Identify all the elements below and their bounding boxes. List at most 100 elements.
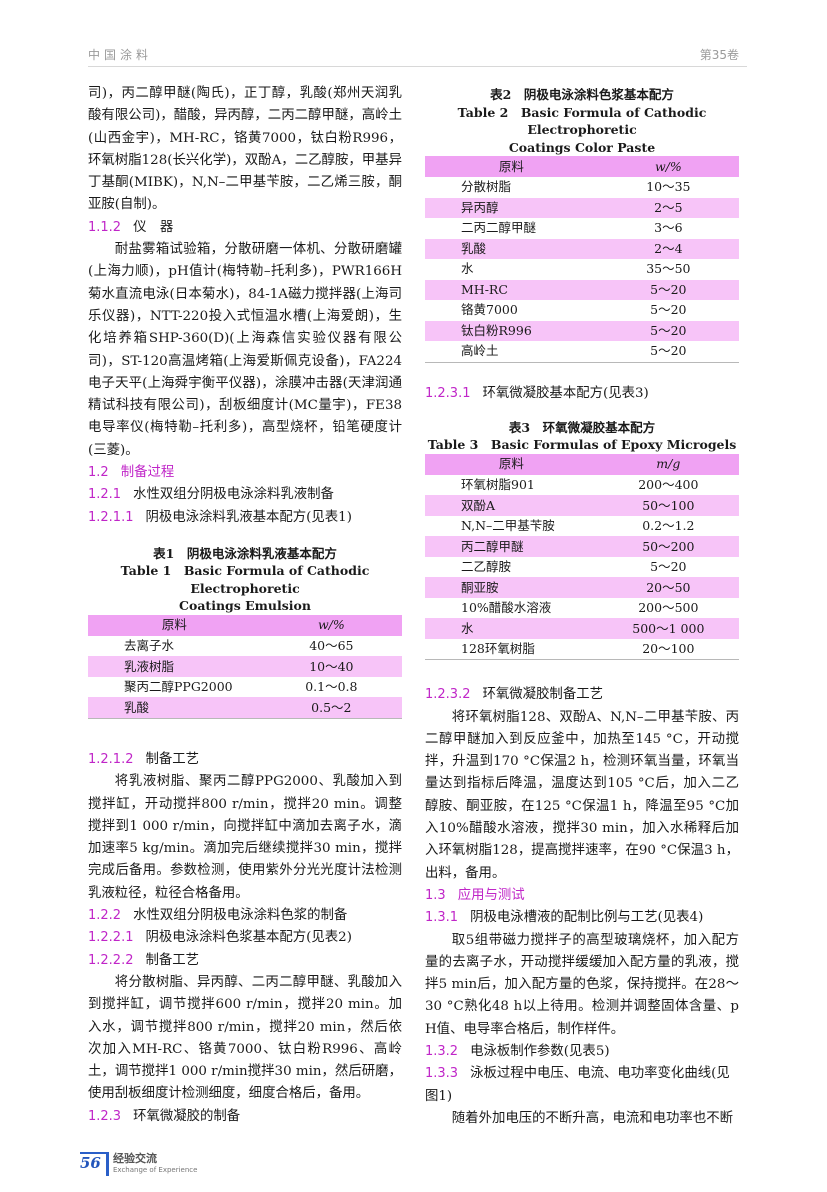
table-caption-en: Table 1 Basic Formula of Cathodic Electr… bbox=[120, 563, 370, 596]
table-row: 乳液树脂 10～40 bbox=[88, 656, 402, 677]
heading-number: 1.3.3 bbox=[425, 1066, 459, 1082]
cell: 5～20 bbox=[597, 320, 739, 341]
heading-title: 泳板过程中电压、电流、电功率变化曲线(见图1) bbox=[425, 1066, 730, 1104]
heading-1-2-1-1: 1.2.1.1 阴极电泳涂料乳液基本配方(见表1) bbox=[88, 507, 402, 529]
heading-number: 1.2.3.1 bbox=[425, 385, 471, 401]
cell: 2～4 bbox=[597, 238, 739, 259]
cell: 10～35 bbox=[646, 179, 691, 195]
cell: 水 bbox=[425, 618, 598, 639]
cell: 乳酸 bbox=[88, 697, 261, 719]
cell: 去离子水 bbox=[124, 638, 175, 654]
column-header: w/% bbox=[260, 614, 402, 636]
table-row: 水 35～50 bbox=[425, 259, 739, 280]
cell: 酮亚胺 bbox=[425, 577, 598, 598]
column-header: m/g bbox=[597, 453, 739, 475]
section-label-en: Exchange of Experience bbox=[113, 1166, 198, 1175]
paragraph-paste-process: 将分散树脂、异丙醇、二丙二醇甲醚、乳酸加入到搅拌缸，调节搅拌600 r/min，… bbox=[88, 974, 402, 1102]
heading-title: 环氧微凝胶基本配方(见表3) bbox=[482, 385, 649, 401]
heading-1-2-2-1: 1.2.2.1 阴极电泳涂料色浆基本配方(见表2) bbox=[88, 927, 402, 949]
cell: 0.1～0.8 bbox=[305, 679, 358, 695]
header-divider bbox=[88, 66, 747, 67]
column-header: w/% bbox=[597, 156, 739, 177]
cell: 5～20 bbox=[650, 302, 687, 318]
cell: 128环氧树脂 bbox=[461, 641, 535, 657]
cell: 分散树脂 bbox=[461, 179, 512, 195]
table-caption-zh: 表1 阴极电泳涂料乳液基本配方 bbox=[153, 545, 337, 561]
table-caption-en: Table 2 Basic Formula of Cathodic Electr… bbox=[457, 104, 707, 138]
table-row: 丙二醇甲醚 50～200 bbox=[425, 536, 739, 557]
cell: 200～500 bbox=[638, 600, 699, 616]
heading-1-2-2-2: 1.2.2.2 制备工艺 bbox=[88, 950, 402, 972]
heading-number: 1.2.2.2 bbox=[88, 952, 134, 968]
heading-number: 1.1.2 bbox=[88, 219, 122, 235]
table-2-grid: 原料 w/% 分散树脂 10～35 异丙醇 2～5 二丙二醇甲醚 3～6 乳酸 2～4 水 35～5… bbox=[425, 156, 739, 363]
heading-1-3-3: 1.3.3 泳板过程中电压、电流、电功率变化曲线(见图1) bbox=[425, 1063, 739, 1108]
cell: 50～100 bbox=[597, 495, 739, 516]
cell: 二丙二醇甲醚 bbox=[461, 220, 537, 236]
table-row: 分散树脂 10～35 bbox=[425, 177, 739, 198]
heading-number: 1.2 bbox=[88, 465, 109, 481]
column-header: 原料 bbox=[88, 614, 261, 636]
heading-number: 1.2.3 bbox=[88, 1108, 122, 1124]
table-caption-en-cont: Coatings Color Paste bbox=[508, 139, 656, 155]
cell: 2～5 bbox=[597, 197, 739, 218]
table-row: MH-RC 5～20 bbox=[425, 279, 739, 300]
table-row: 异丙醇 2～5 bbox=[425, 197, 739, 218]
column-header: 原料 bbox=[425, 156, 598, 177]
cell: 50～200 bbox=[597, 536, 739, 557]
cell: 0.2～1.2 bbox=[642, 518, 695, 534]
table-row: 二乙醇胺 5～20 bbox=[425, 557, 739, 578]
cell: 环氧树脂901 bbox=[461, 477, 535, 493]
table-row: N,N–二甲基苄胺 0.2～1.2 bbox=[425, 516, 739, 537]
heading-title: 阴极电泳涂料乳液基本配方(见表1) bbox=[145, 509, 352, 525]
heading-title: 水性双组分阴极电泳涂料乳液制备 bbox=[133, 487, 334, 503]
cell: 5～20 bbox=[650, 343, 687, 359]
heading-title: 阴极电泳涂料色浆基本配方(见表2) bbox=[145, 930, 352, 946]
heading-number: 1.2.3.2 bbox=[425, 687, 471, 703]
table-1: 表1 阴极电泳涂料乳液基本配方 Table 1 Basic Formula of… bbox=[88, 545, 402, 719]
heading-title: 环氧微凝胶制备工艺 bbox=[482, 687, 603, 703]
cell: 水 bbox=[461, 261, 474, 277]
cell: 500～1 000 bbox=[597, 618, 739, 639]
table-row: 双酚A 50～100 bbox=[425, 495, 739, 516]
heading-1-2-2: 1.2.2 水性双组分阴极电泳涂料色浆的制备 bbox=[88, 905, 402, 927]
table-row: 钛白粉R996 5～20 bbox=[425, 320, 739, 341]
cell: N,N–二甲基苄胺 bbox=[461, 518, 555, 534]
heading-number: 1.3.1 bbox=[425, 910, 459, 926]
table-2: 表2 阴极电泳涂料色浆基本配方 Table 2 Basic Formula of… bbox=[425, 86, 739, 363]
cell: 0.5～2 bbox=[260, 697, 402, 719]
heading-title: 仪 器 bbox=[133, 219, 174, 235]
left-column: 司)，丙二醇甲醚(陶氏)，正丁醇，乳酸(郑州天润乳酸有限公司)，醋酸，异丙醇，二… bbox=[88, 83, 402, 1128]
heading-number: 1.2.1.2 bbox=[88, 751, 134, 767]
table-row: 乳酸 0.5～2 bbox=[88, 697, 402, 719]
cell: 聚丙二醇PPG2000 bbox=[124, 679, 233, 695]
heading-title: 制备过程 bbox=[120, 465, 175, 481]
paragraph-emulsion-process: 将乳液树脂、聚丙二醇PPG2000、乳酸加入到搅拌缸，开动搅拌800 r/min… bbox=[88, 774, 402, 901]
cell: 异丙醇 bbox=[425, 197, 598, 218]
paragraph-curve-intro: 随着外加电压的不断升高，电流和电功率也不断 bbox=[451, 1110, 733, 1126]
table-3: 表3 环氧微凝胶基本配方 Table 3 Basic Formulas of E… bbox=[425, 419, 739, 661]
table-caption-en: Table 3 Basic Formulas of Epoxy Microgel… bbox=[427, 437, 737, 453]
table-row: 聚丙二醇PPG2000 0.1～0.8 bbox=[88, 677, 402, 698]
cell: 5～20 bbox=[650, 559, 687, 575]
heading-number: 1.3.2 bbox=[425, 1044, 459, 1060]
heading-title: 应用与测试 bbox=[457, 887, 525, 903]
page-body: 司)，丙二醇甲醚(陶氏)，正丁醇，乳酸(郑州天润乳酸有限公司)，醋酸，异丙醇，二… bbox=[0, 67, 827, 1130]
page-number-bar bbox=[106, 1152, 109, 1177]
table-3-grid: 原料 m/g 环氧树脂901 200～400 双酚A 50～100 N,N–二甲基苄胺 0.… bbox=[425, 453, 739, 661]
heading-1-2-3-2: 1.2.3.2 环氧微凝胶制备工艺 bbox=[425, 684, 739, 706]
heading-number: 1.2.1.1 bbox=[88, 509, 134, 525]
section-label-zh: 经验交流 bbox=[113, 1152, 157, 1166]
cell: 40～65 bbox=[309, 638, 354, 654]
table-row: 乳酸 2～4 bbox=[425, 238, 739, 259]
heading-title: 制备工艺 bbox=[145, 952, 200, 968]
cell: MH-RC bbox=[425, 279, 598, 300]
page-header: 中国涂料 第35卷 bbox=[0, 0, 827, 67]
heading-title: 水性双组分阴极电泳涂料色浆的制备 bbox=[133, 908, 348, 924]
cell: 3～6 bbox=[654, 220, 683, 236]
cell: 钛白粉R996 bbox=[425, 320, 598, 341]
table-row: 去离子水 40～65 bbox=[88, 636, 402, 657]
table-1-grid: 原料 w/% 去离子水 40～65 乳液树脂 10～40 聚丙二醇PPG2000 0.1… bbox=[88, 614, 402, 719]
paragraph-bath-prep: 取5组带磁力搅拌子的高型玻璃烧杯，加入配方量的去离子水，开动搅拌缓缓加入配方量的… bbox=[425, 932, 739, 1037]
table-caption-zh: 表3 环氧微凝胶基本配方 bbox=[508, 419, 656, 435]
